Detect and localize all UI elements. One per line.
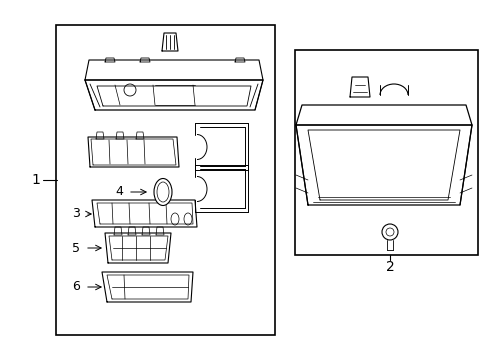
Text: 5: 5: [72, 242, 80, 255]
Circle shape: [385, 228, 393, 236]
Bar: [294, 50, 477, 255]
Ellipse shape: [154, 179, 172, 206]
Text: 6: 6: [72, 280, 80, 293]
Text: 3: 3: [72, 207, 80, 220]
Text: 1: 1: [32, 173, 41, 187]
Text: 2: 2: [385, 260, 393, 274]
Circle shape: [381, 224, 397, 240]
Ellipse shape: [157, 182, 169, 202]
Text: 4: 4: [115, 185, 122, 198]
Bar: [56, 25, 274, 335]
